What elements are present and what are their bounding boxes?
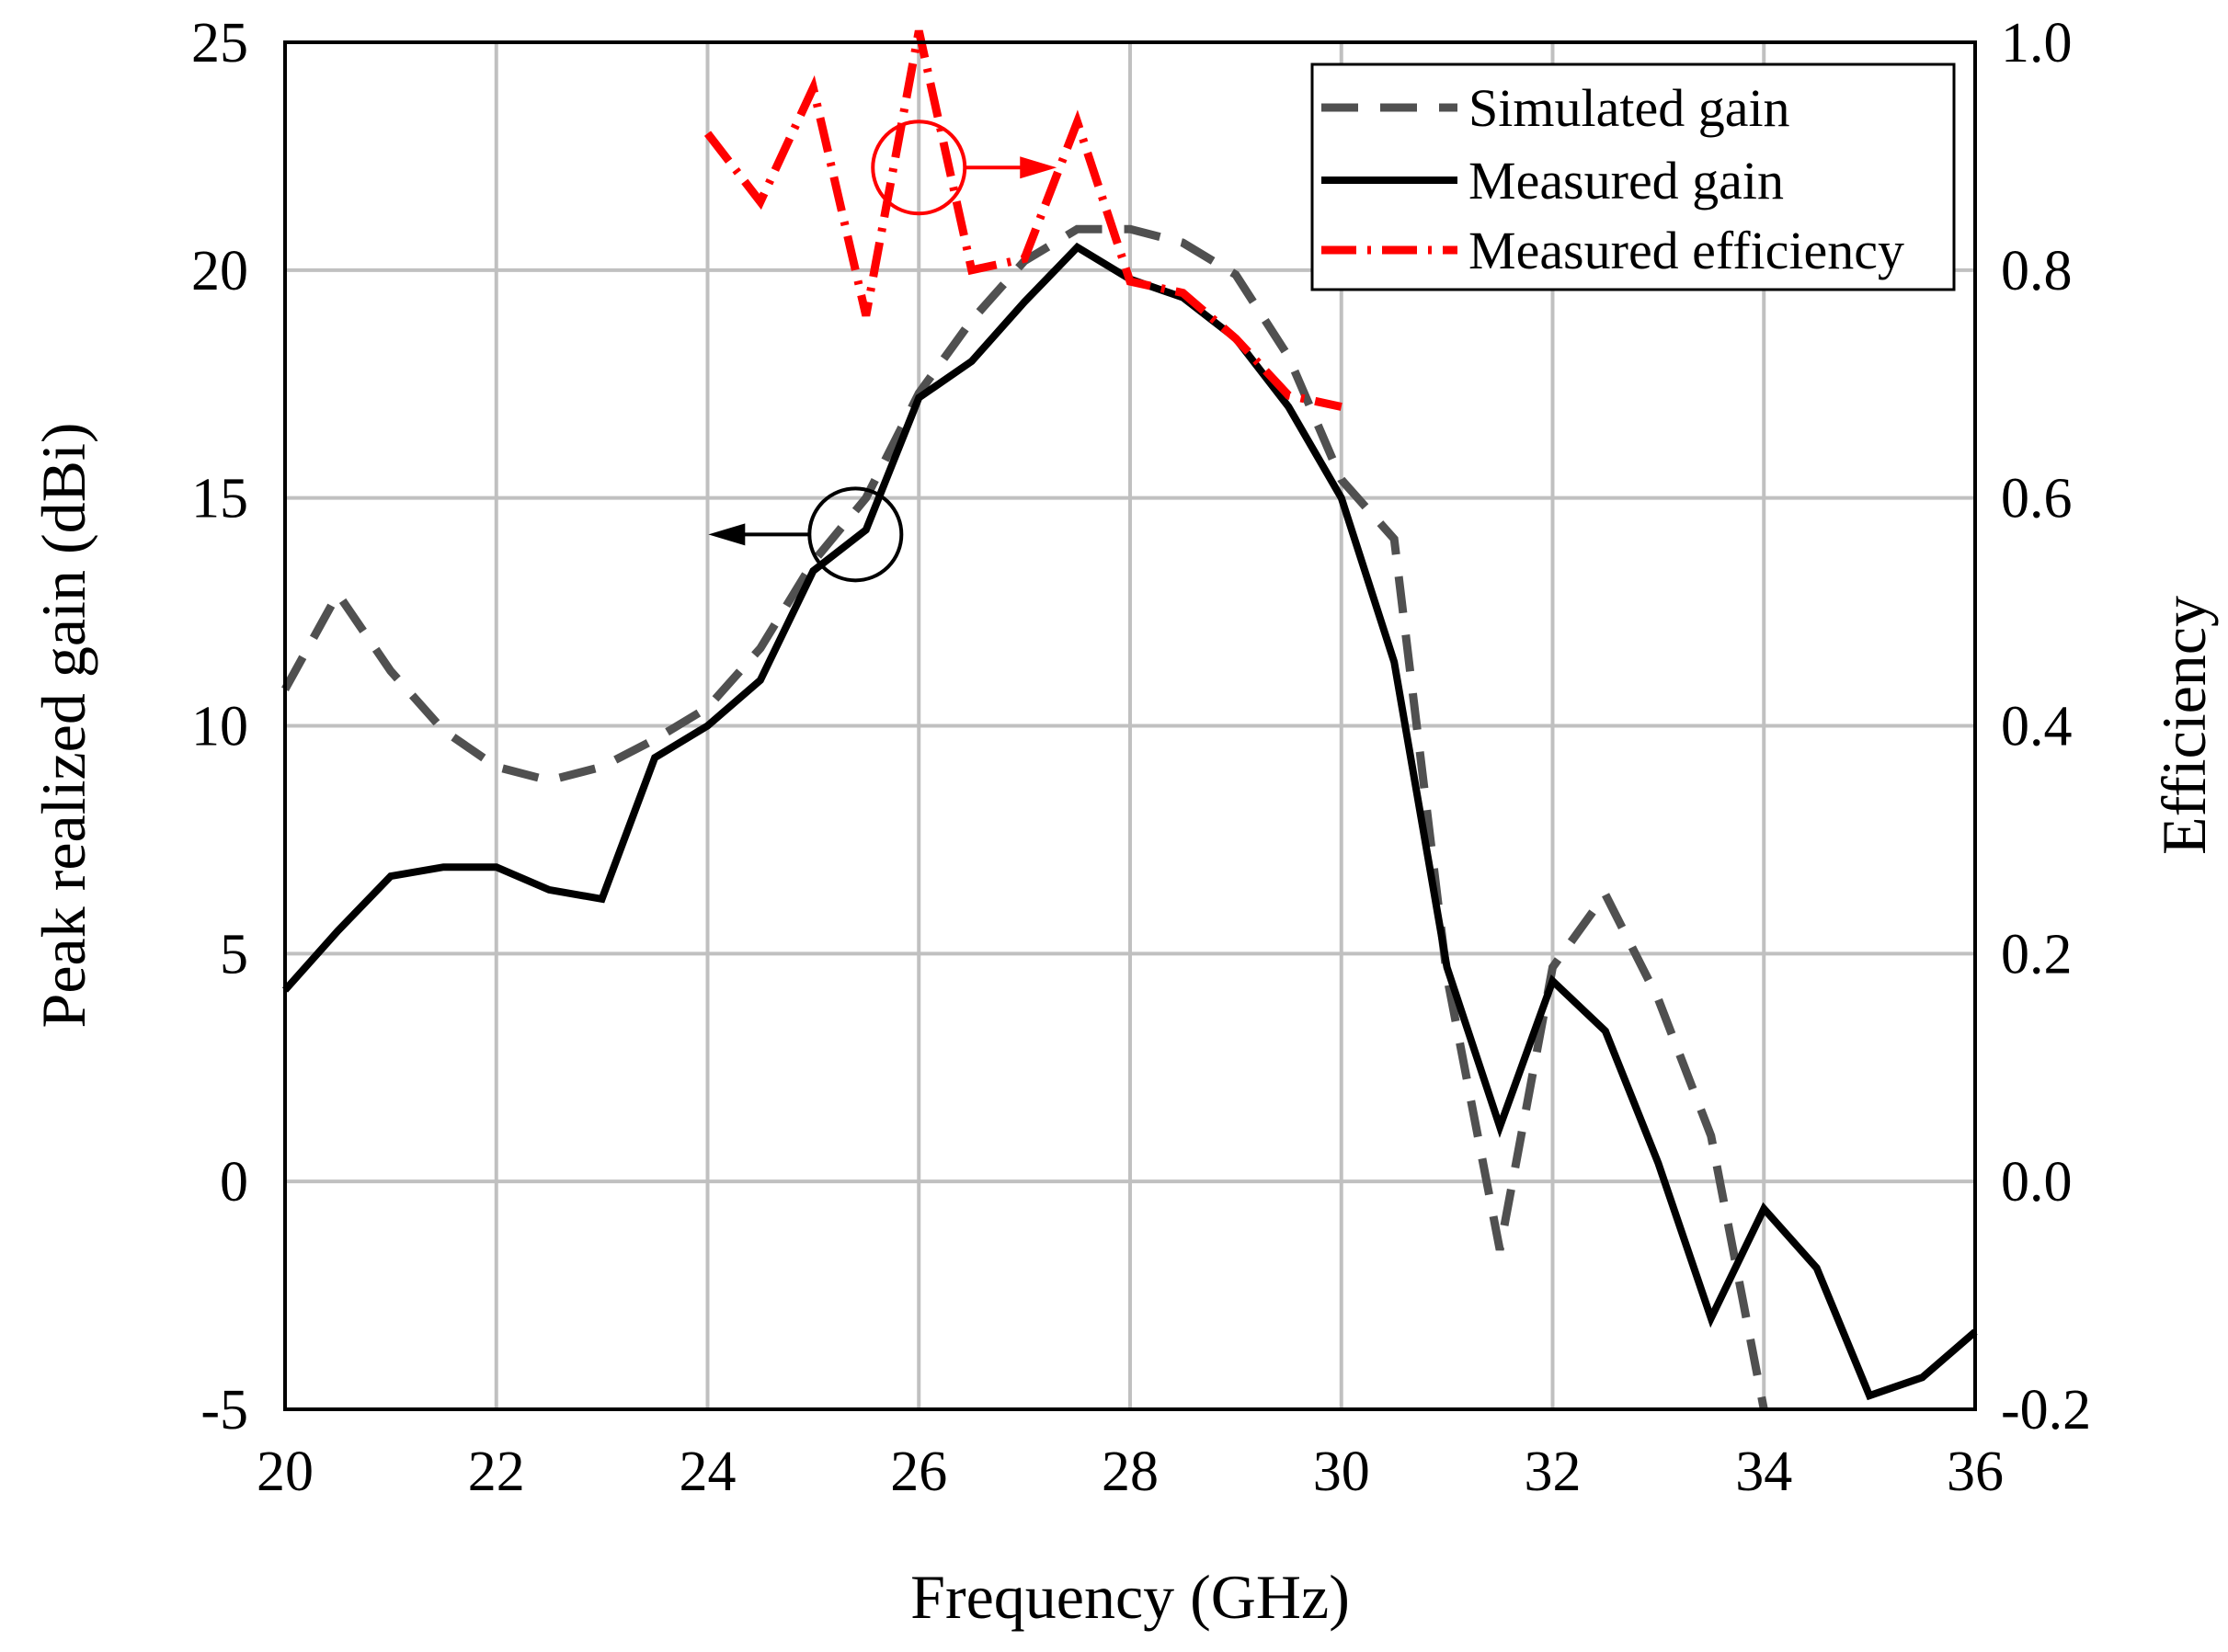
y2-tick-label-0.4: 0.4	[2001, 696, 2073, 758]
x-tick-label-24: 24	[680, 1441, 737, 1503]
series-line-measured-efficiency	[703, 29, 1343, 411]
series-line-simulated-gain	[281, 224, 1768, 1410]
x-tick-label-22: 22	[468, 1441, 525, 1503]
y-axis-left: -5 0 5 10 15 20 25	[191, 12, 248, 1441]
y-tick-label--5: -5	[200, 1379, 248, 1441]
y-tick-label-20: 20	[191, 240, 248, 302]
x-axis-title: Frequency (GHz)	[910, 1562, 1350, 1632]
legend-label-measured-gain: Measured gain	[1468, 151, 1784, 211]
x-tick-label-32: 32	[1525, 1441, 1582, 1503]
x-axis: 20 22 24 26 28 30 32 34 36	[257, 1441, 2004, 1503]
annotation-arrowhead-1	[1020, 156, 1057, 179]
legend-label-simulated-gain: Simulated gain	[1468, 78, 1790, 138]
annotations	[708, 120, 1057, 583]
x-tick-label-34: 34	[1735, 1441, 1792, 1503]
y-tick-label-25: 25	[191, 12, 248, 74]
plot-frame	[283, 40, 1977, 1411]
y-axis-title: Peak realized gain (dBi)	[29, 423, 98, 1029]
y-axis-right: -0.2 0.0 0.2 0.4 0.6 0.8 1.0	[2001, 12, 2091, 1441]
y2-tick-label-0.6: 0.6	[2001, 468, 2073, 530]
x-tick-label-36: 36	[1947, 1441, 2004, 1503]
y2-tick-label-0.8: 0.8	[2001, 240, 2073, 302]
y-tick-label-15: 15	[191, 468, 248, 530]
legend-label-measured-efficiency: Measured efficiency	[1468, 221, 1904, 280]
x-tick-label-28: 28	[1102, 1441, 1159, 1503]
plot-series	[281, 29, 1978, 1410]
x-tick-label-20: 20	[257, 1441, 314, 1503]
x-tick-label-30: 30	[1313, 1441, 1370, 1503]
y-tick-label-5: 5	[220, 923, 248, 986]
legend: Simulated gain Measured gain Measured ef…	[1310, 63, 1956, 291]
y2-axis-title: Efficiency	[2149, 596, 2219, 855]
y2-tick-label-0.0: 0.0	[2001, 1151, 2073, 1213]
y-tick-label-10: 10	[191, 696, 248, 758]
y-tick-label-0: 0	[220, 1151, 248, 1213]
y2-tick-label-0.2: 0.2	[2001, 923, 2073, 986]
x-tick-label-26: 26	[890, 1441, 947, 1503]
y2-tick-label--0.2: -0.2	[2001, 1379, 2091, 1441]
annotation-arrowhead-0	[708, 523, 746, 546]
y2-tick-label-1.0: 1.0	[2001, 12, 2073, 74]
